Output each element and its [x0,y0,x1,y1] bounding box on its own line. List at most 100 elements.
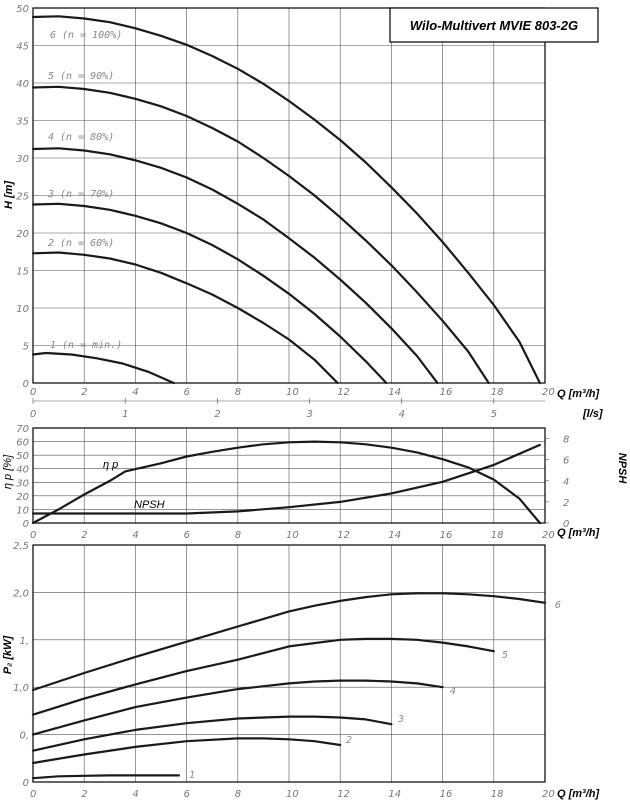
x-tick-label: 6 [184,387,190,398]
x-tick-label: 6 [184,789,190,800]
y-axis-label: η p [%] [2,454,14,489]
npsh-curve [31,443,541,515]
x-tick-label: 2 [81,530,87,541]
y-tick-label: 50 [16,451,29,462]
power-curve-2 [31,737,342,765]
head-curve-label: 2 (n = 60%) [48,238,114,249]
y-tick-label: 10 [16,505,29,516]
plot-frame [32,427,546,524]
x-tick-label: 20 [542,387,555,398]
y-tick-label: 60 [16,438,29,449]
x-tick-label: 6 [184,530,190,541]
x-tick-label: 14 [388,530,401,541]
y-axis-label: P₂ [kW] [2,635,14,674]
x-tick-label: 18 [491,789,504,800]
x-tick-label: 12 [337,789,350,800]
power-curve-1 [31,774,180,780]
head-curve-4 [31,147,439,385]
x-tick-label: 20 [542,530,555,541]
secondary-x-tick-label: 1 [122,409,128,420]
x-tick-label: 20 [542,789,555,800]
y2-tick-label: 0 [563,519,569,530]
y-tick-label: 20 [16,229,29,240]
x-tick-label: 8 [235,530,241,541]
y-axis-label: H [m] [3,181,15,209]
chart-title: Wilo-Multivert MVIE 803-2G [410,18,578,33]
x-tick-label: 18 [491,387,504,398]
y-tick-label: 2,5 [13,541,29,552]
x-tick-label: 0 [30,789,36,800]
x-tick-label: 4 [132,530,138,541]
x-tick-label: 16 [440,530,453,541]
x-tick-label: 0 [30,387,36,398]
plot-frame [32,7,546,384]
npsh-curve-label: NPSH [134,499,165,511]
x-tick-label: 16 [440,387,453,398]
head-curve-2 [31,251,339,385]
power-curve-label: 1 [189,770,195,781]
y-tick-label: 40 [16,79,29,90]
x-axis-label: Q [m³/h] [557,527,599,539]
power-curve-label: 4 [450,686,456,697]
power-curve-label: 3 [397,714,404,725]
y-tick-label: 15 [16,267,29,278]
y-tick-label: 0 [23,778,29,789]
y-tick-label: 30 [16,154,29,165]
head-curve-5 [31,85,490,385]
y2-tick-label: 2 [563,498,569,509]
power-curve-label: 5 [502,650,508,661]
secondary-x-tick-label: 3 [306,409,312,420]
y2-axis-label: NPSH [616,453,628,485]
x-tick-label: 8 [235,789,241,800]
secondary-x-tick-label: 2 [214,409,220,420]
head-curve-label: 4 (n = 80%) [48,132,114,143]
x-tick-label: 10 [286,789,299,800]
secondary-x-axis-label: [l/s] [582,408,603,420]
secondary-x-tick-label: 5 [491,409,497,420]
efficiency-curve-label: η p [103,459,118,471]
efficiency-curve [31,440,541,525]
power-curve-label: 2 [346,735,352,746]
x-tick-label: 4 [132,789,138,800]
head-curve-label: 6 (n = 100%) [50,30,122,41]
y2-tick-label: 8 [563,435,569,446]
y-tick-label: 5 [23,342,29,353]
y-tick-label: 35 [16,117,29,128]
x-tick-label: 2 [81,387,87,398]
y-tick-label: 1, [19,636,29,647]
y-tick-label: 0 [23,519,29,530]
head-curve-label: 1 (n = min.) [50,340,122,351]
y-tick-label: 25 [16,192,29,203]
plot-frame [32,544,546,783]
x-tick-label: 12 [337,530,350,541]
secondary-x-tick-label: 0 [30,409,36,420]
head-curve-1 [31,351,175,385]
y-tick-label: 40 [16,465,29,476]
x-tick-label: 14 [388,387,401,398]
y-tick-label: 30 [16,478,29,489]
efficiency-npsh-panel: 0 2 4 6 8 10 12 14 16 18 20 0 10 20 30 40 50 60 70 0 2 4 6 8 Q [… [2,424,628,541]
x-tick-label: 18 [491,530,504,541]
power-curve-label: 6 [555,600,561,611]
y-tick-label: 20 [16,492,29,503]
head-curve-3 [31,202,388,385]
x-tick-label: 10 [286,530,299,541]
y-tick-label: 2,0 [13,588,29,599]
x-axis-label: Q [m³/h] [557,388,599,400]
y-tick-label: 0, [19,731,29,742]
y2-tick-label: 6 [563,456,569,467]
power-curve-4 [31,679,444,736]
x-tick-label: 10 [286,387,299,398]
x-tick-label: 12 [337,387,350,398]
x-tick-label: 8 [235,387,241,398]
x-tick-label: 14 [388,789,401,800]
x-tick-label: 4 [132,387,138,398]
y-tick-label: 1,0 [13,683,29,694]
power-curve-5 [31,637,495,716]
y-tick-label: 0 [23,379,29,390]
y-tick-label: 45 [16,42,29,53]
y2-tick-label: 4 [563,477,569,488]
head-curve-6 [31,15,541,385]
